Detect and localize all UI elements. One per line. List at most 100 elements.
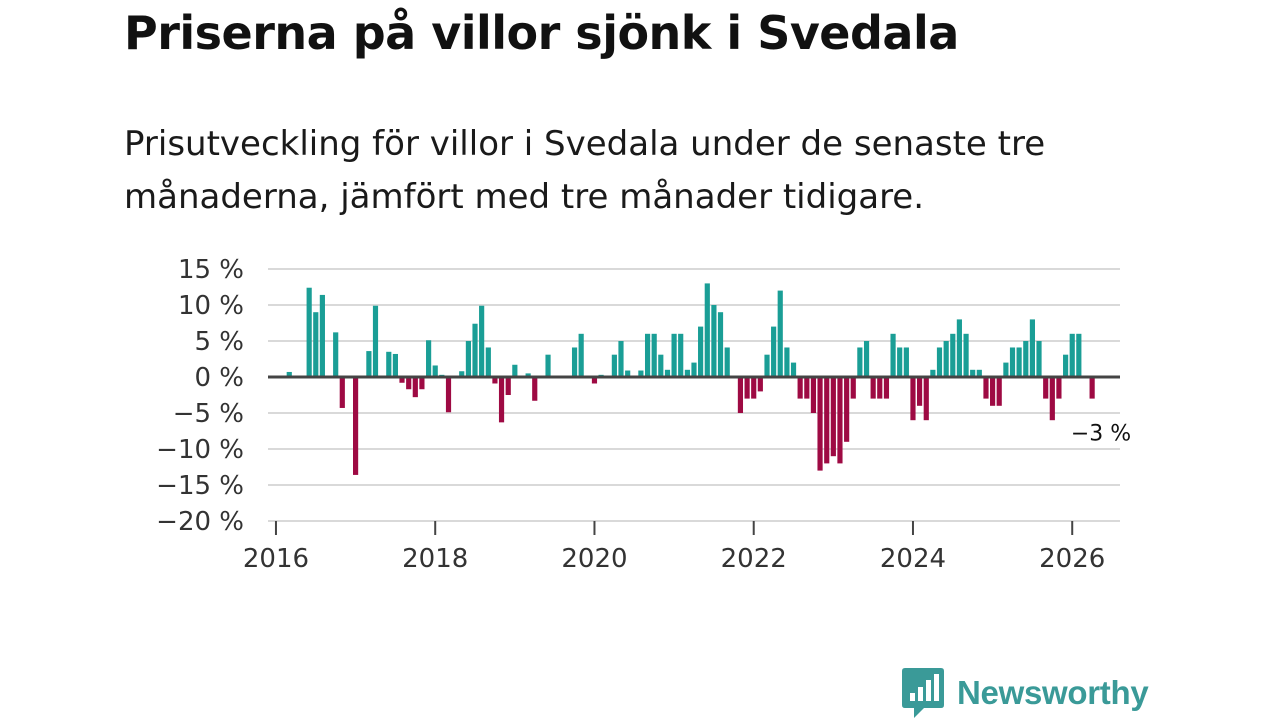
bar [976, 369, 982, 377]
bar [771, 326, 777, 377]
bar [824, 377, 830, 464]
bar [850, 377, 856, 399]
bar [817, 377, 823, 471]
bar [956, 319, 962, 377]
x-tick-label: 2020 [561, 544, 627, 574]
latest-value-annotation: −3 % [1071, 422, 1131, 447]
tick-labels: 15 % 10 % 5 % 0 % −5 % −10 % −15 % −20 % 2016 201… [156, 255, 1131, 574]
bar [611, 354, 617, 377]
bar [1009, 347, 1016, 377]
y-tick-label: −10 % [156, 435, 244, 465]
bar [525, 373, 531, 377]
bar [392, 353, 398, 377]
bar [545, 354, 551, 377]
brand-logo[interactable]: Newsworthy [902, 668, 1149, 718]
bar [804, 377, 810, 399]
bar [1069, 333, 1075, 377]
bar [339, 377, 345, 408]
y-tick-label: −20 % [156, 507, 244, 537]
y-tick-label: 0 % [194, 363, 244, 393]
bar [399, 377, 405, 383]
bar [333, 332, 339, 377]
bar [724, 347, 730, 377]
bar [870, 377, 876, 399]
bar [419, 377, 425, 390]
bar [286, 371, 292, 377]
bar [671, 333, 677, 377]
bar [950, 333, 956, 377]
bar [319, 294, 325, 377]
bar [1056, 377, 1062, 399]
bar [644, 333, 651, 377]
bar [830, 377, 836, 457]
bar [1016, 347, 1022, 377]
bar [306, 287, 312, 377]
bar [432, 365, 438, 377]
bar [737, 377, 744, 413]
bar [764, 354, 770, 377]
bar [797, 377, 803, 399]
y-tick-label: 10 % [178, 291, 244, 321]
brand-name: Newsworthy [957, 674, 1149, 711]
bar [744, 377, 750, 399]
y-tick-label: 15 % [178, 255, 244, 285]
bar [890, 333, 896, 377]
bar [923, 377, 929, 421]
bar [963, 333, 969, 377]
bar [837, 377, 843, 464]
bar [479, 305, 485, 377]
bar [757, 377, 763, 392]
bar [751, 377, 757, 399]
bar [625, 370, 631, 377]
bar [313, 312, 319, 377]
bar [505, 377, 511, 395]
bar [990, 377, 996, 406]
bar [970, 369, 976, 377]
bar [810, 377, 817, 413]
bar [936, 347, 943, 377]
bar [472, 323, 478, 377]
bar [983, 377, 989, 399]
bar [1076, 333, 1082, 377]
bar [426, 340, 432, 377]
grid-lines [268, 268, 1120, 522]
bar [1089, 377, 1095, 399]
bar [877, 377, 883, 399]
bar [512, 364, 518, 377]
bar [372, 305, 379, 377]
bar [784, 347, 790, 377]
bar [711, 305, 717, 377]
bar [790, 362, 797, 377]
bar [704, 283, 710, 377]
bar [498, 377, 505, 423]
bar [578, 333, 584, 377]
bar [717, 312, 724, 377]
bar [591, 377, 598, 384]
bar [571, 347, 578, 377]
chart-subtitle: Prisutveckling för villor i Svedala unde… [124, 124, 1046, 217]
bar [412, 377, 418, 398]
bar [943, 341, 949, 377]
bar [406, 377, 412, 390]
bar [664, 369, 671, 377]
bar [857, 347, 863, 377]
bar [698, 326, 704, 377]
bar [1049, 377, 1055, 421]
bar [691, 362, 697, 377]
bar [903, 347, 909, 377]
bar [651, 333, 657, 377]
axes [268, 375, 1120, 535]
bar [1063, 354, 1069, 377]
bar [883, 377, 890, 399]
bar [485, 347, 491, 377]
bar [459, 371, 465, 377]
bar [684, 369, 690, 377]
bar [777, 290, 783, 377]
bar [492, 377, 498, 384]
bar [678, 333, 684, 377]
x-tick-label: 2016 [243, 544, 309, 574]
bar [916, 377, 923, 406]
bar-series [286, 283, 1095, 475]
bar [532, 377, 538, 401]
